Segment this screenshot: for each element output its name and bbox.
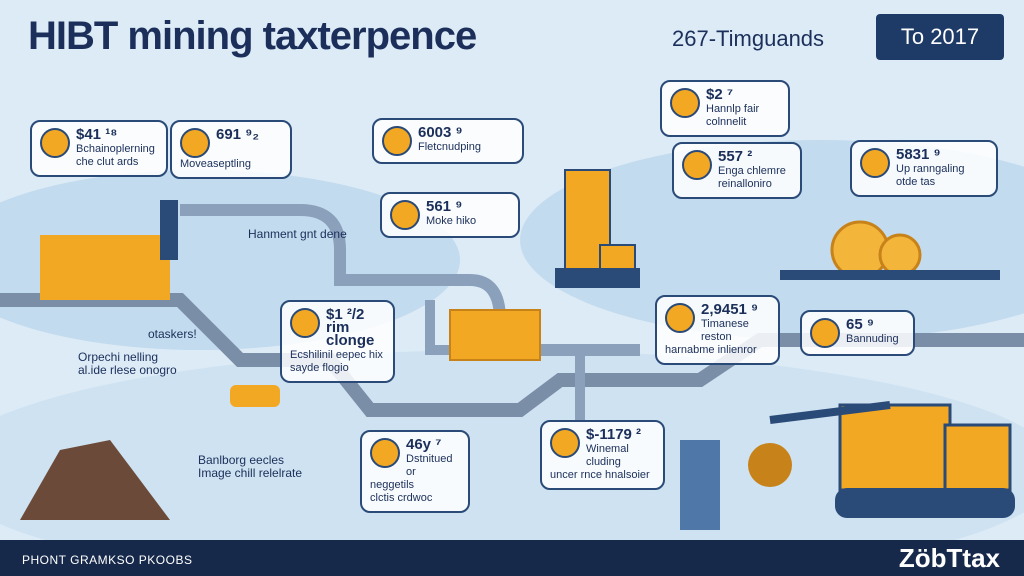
callout: 691 ⁹₂ Moveaseptling [170, 120, 292, 179]
callout-value: 46y ⁷ [406, 436, 442, 453]
callout-text: che clut ards [76, 156, 139, 168]
callout-text: Moveaseptling [180, 158, 251, 170]
callout-icon [550, 428, 580, 458]
callout-text: Image chill relelrate [198, 466, 303, 480]
callout-text: Fletcnudping [418, 141, 481, 153]
callout-value: 561 ⁹ [426, 198, 463, 215]
callout-text: uncer rnce hnalsoier [550, 469, 650, 481]
callout-value: 691 ⁹₂ [216, 126, 259, 143]
callout-value: $-1179 ² [586, 426, 642, 443]
callout-text: harnabme inlienror [665, 344, 757, 356]
callout-value: 5831 ⁹ [896, 146, 941, 163]
callout-text: Enga chlemre [718, 165, 786, 177]
callout: 2,9451 ⁹ Timanese reston harnabme inlienro… [655, 295, 780, 365]
callout-value: 2,9451 ⁹ [701, 301, 759, 318]
callout: $2 ⁷ Hannlp fair colnnelit [660, 80, 790, 137]
callout-text: Dstnitued [406, 453, 453, 465]
callout-icon [390, 200, 420, 230]
callout-value: $41 ¹⁸ [76, 126, 118, 143]
callout-value: 557 ² [718, 148, 753, 165]
callout-icon [370, 438, 400, 468]
callout-text: colnnelit [706, 116, 747, 128]
callout-text: reinalloniro [718, 178, 772, 190]
callout-text: Winemal cluding [586, 443, 629, 468]
callout-text: sayde flogio [290, 362, 349, 374]
callout: Banlborg eecles Image chill relelrate [190, 448, 325, 486]
callout: 6003 ⁹ Fletcnudping [372, 118, 524, 164]
callout: 557 ² Enga chlemre reinalloniro [672, 142, 802, 199]
callout: $-1179 ² Winemal cluding uncer rnce hnalso… [540, 420, 665, 490]
callout-value: $1 ²/2 rim clonge [326, 306, 375, 349]
callout-text: or neggetils [370, 466, 416, 491]
title: HIBT mining taxterpence [28, 14, 477, 58]
callout-icon [290, 308, 320, 338]
callout-text: Hannlp fair [706, 103, 760, 115]
brand: ZöbTtax [898, 543, 1000, 573]
callout-icon [682, 150, 712, 180]
callout-icon [180, 128, 210, 158]
callout: 5831 ⁹ Up ranngaling otde tas [850, 140, 998, 197]
callout: otaskers! [140, 322, 230, 347]
callout-value: $2 ⁷ [706, 86, 734, 103]
callout-text: Timanese reston [701, 318, 749, 343]
callout-text: clctis crdwoc [370, 492, 433, 504]
callout-text: Ecshilinil eepec hix [290, 349, 383, 361]
callout-icon [860, 148, 890, 178]
callout-value: 65 ⁹ [846, 316, 874, 333]
callout-text: al.ide rlese onogro [78, 363, 177, 377]
subtitle: 267-Timguands [672, 26, 825, 51]
footer-text: PHONT GRAMKSO PKOOBS [22, 553, 193, 567]
callout-text: Hanment gnt dene [248, 227, 347, 241]
callout: $41 ¹⁸ Bchainoplerning che clut ards [30, 120, 168, 177]
callout-text: Up ranngaling [896, 163, 965, 175]
callout: 46y ⁷ Dstnitued or neggetils clctis crdwoc [360, 430, 470, 513]
footer-bar [0, 540, 1024, 576]
callout-text: otde tas [896, 176, 936, 188]
callout-icon [40, 128, 70, 158]
callout-text: Bchainoplerning [76, 143, 155, 155]
callout-text: Orpechi nelling [78, 350, 159, 364]
year-badge: To 2017 [876, 14, 1004, 60]
callout: $1 ²/2 rim clonge Ecshilinil eepec hix say… [280, 300, 395, 383]
callout-value: 6003 ⁹ [418, 124, 463, 141]
callout-icon [810, 318, 840, 348]
callout-text: Banlborg eecles [198, 453, 285, 467]
callout: 65 ⁹ Bannuding [800, 310, 915, 356]
callout: Hanment gnt dene [240, 222, 370, 247]
callout: Orpechi nelling al.ide rlese onogro [70, 345, 190, 383]
callout-icon [670, 88, 700, 118]
callout: 561 ⁹ Moke hiko [380, 192, 520, 238]
callout-text: otaskers! [148, 327, 197, 341]
callout-icon [665, 303, 695, 333]
callout-icon [382, 126, 412, 156]
callout-text: Moke hiko [426, 215, 477, 227]
callout-text: Bannuding [846, 333, 899, 345]
